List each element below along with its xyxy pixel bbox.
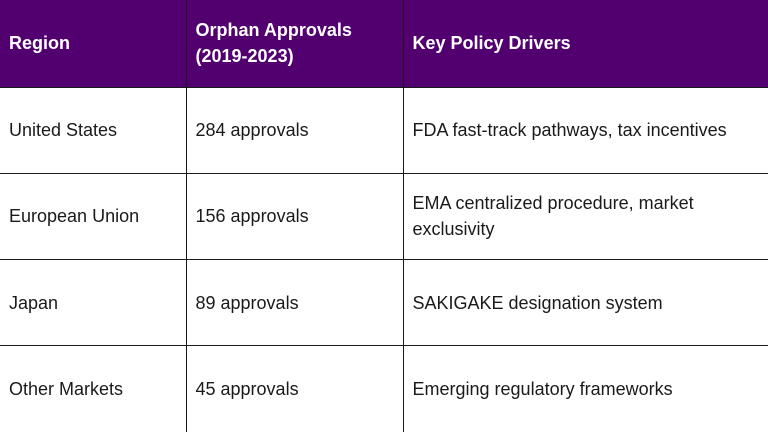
cell-approvals: 156 approvals xyxy=(185,172,404,261)
cell-policy-drivers: SAKIGAKE designation system xyxy=(402,258,768,347)
cell-region: Other Markets xyxy=(0,345,187,432)
table-row: United States 284 approvals FDA fast-tra… xyxy=(0,86,768,174)
table-row: Japan 89 approvals SAKIGAKE designation … xyxy=(0,258,768,347)
cell-policy-drivers: EMA centralized procedure, market exclus… xyxy=(402,172,768,261)
cell-approvals: 284 approvals xyxy=(185,86,404,174)
cell-approvals: 45 approvals xyxy=(185,345,404,432)
cell-policy-drivers: Emerging regulatory frameworks xyxy=(402,345,768,432)
cell-region: Japan xyxy=(0,258,187,347)
cell-policy-drivers: FDA fast-track pathways, tax incentives xyxy=(402,86,768,174)
header-region: Region xyxy=(0,0,187,88)
cell-region: European Union xyxy=(0,172,187,261)
header-key-policy-drivers: Key Policy Drivers xyxy=(402,0,768,88)
table-row: European Union 156 approvals EMA central… xyxy=(0,172,768,261)
table-row: Other Markets 45 approvals Emerging regu… xyxy=(0,345,768,432)
header-row: Region Orphan Approvals (2019-2023) Key … xyxy=(0,0,768,88)
cell-region: United States xyxy=(0,86,187,174)
header-orphan-approvals: Orphan Approvals (2019-2023) xyxy=(185,0,404,88)
cell-approvals: 89 approvals xyxy=(185,258,404,347)
